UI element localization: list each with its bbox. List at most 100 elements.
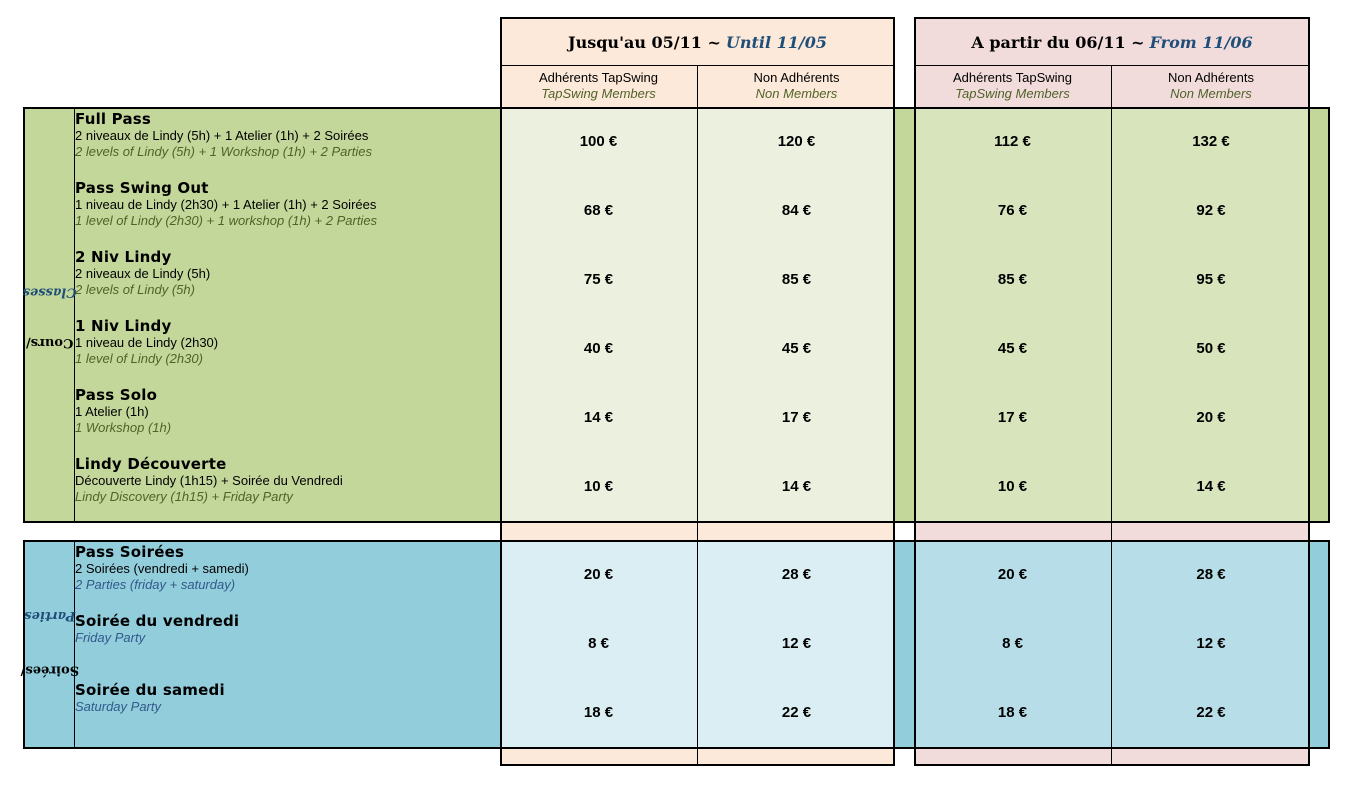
price-cell: 45 € [781,339,812,357]
price-cell: 95 € [1196,270,1226,288]
price-cell: 22 € [1196,703,1226,721]
period-1-frame [500,17,895,766]
price-cell: 28 € [1196,565,1226,583]
classes-frame [23,107,1330,523]
column-head-3-en: TapSwing Members [955,86,1070,101]
column-head-4-fr: Non Adhérents [1167,70,1254,85]
price-cell: 10 € [583,477,614,495]
column-head-2-fr: Non Adhérents [753,70,840,85]
column-divider-2 [1111,65,1112,765]
price-cell: 22 € [781,703,812,721]
list-item: Pass Soirées 2 Soirées (vendredi + samed… [75,544,495,593]
price-cell: 85 € [997,270,1028,288]
price-cell: 20 € [1196,408,1226,426]
item-desc-en: Lindy Discovery (1h15) + Friday Party [75,489,293,504]
price-cell: 10 € [997,477,1028,495]
price-cell: 12 € [1196,634,1226,652]
item-desc-fr: 1 Atelier (1h) [75,404,149,419]
item-name: Lindy Découverte [75,455,227,473]
price-cell: 112 € [994,132,1031,150]
section-label-classes-en: Classes [22,283,77,299]
section-label-classes: Cours/Classes [22,109,77,521]
list-item: 1 Niv Lindy 1 niveau de Lindy (2h30) 1 l… [75,318,495,367]
price-cell: 17 € [997,408,1028,426]
price-cell: 85 € [781,270,812,288]
section-label-classes-fr: Cours/ [25,334,74,350]
price-cell: 14 € [781,477,812,495]
column-head-1-fr: Adhérents TapSwing [538,70,658,85]
column-head-1: Adhérents TapSwing TapSwing Members [500,66,697,106]
item-desc-en: 1 level of Lindy (2h30) [75,351,203,366]
price-cell: 92 € [1196,201,1226,219]
parties-period-2-bg [914,540,1310,748]
item-desc-en: 2 Parties (friday + saturday) [75,577,236,592]
price-cell: 17 € [781,408,812,426]
column-head-1-en: TapSwing Members [541,86,656,101]
price-cell: 14 € [1196,477,1226,495]
price-cell: 75 € [583,270,614,288]
column-head-2-en: Non Members [755,86,838,101]
header-divider-2 [914,65,1310,66]
item-desc-en: 2 levels of Lindy (5h) [75,282,195,297]
item-desc-fr: 1 niveau de Lindy (2h30) [75,335,219,350]
section-label-parties-en: Parties [23,607,76,623]
item-desc-fr: Découverte Lindy (1h15) + Soirée du Vend… [75,473,343,488]
column-head-3: Adhérents TapSwing TapSwing Members [914,66,1111,106]
item-name: Soirée du samedi [75,681,225,699]
price-cell: 84 € [781,201,812,219]
item-name: Soirée du vendredi [75,612,240,630]
item-desc-en: Saturday Party [75,699,161,714]
item-desc-en: Friday Party [75,630,146,645]
period-2-title-fr: A partir du 06/11 ~ [971,32,1145,52]
period-2-frame [914,17,1310,766]
price-cell: 45 € [997,339,1028,357]
list-item: Soirée du vendredi Friday Party [75,613,495,646]
column-head-2: Non Adhérents Non Members [698,66,895,106]
price-cell: 18 € [583,703,614,721]
list-item: Lindy Découverte Découverte Lindy (1h15)… [75,456,495,505]
price-cell: 40 € [583,339,614,357]
price-cell: 120 € [777,132,816,150]
price-cell: 28 € [781,565,812,583]
column-head-4-en: Non Members [1170,86,1252,101]
period-2-title: A partir du 06/11 ~ From 11/06 [914,19,1310,65]
section-label-parties: Soirées/Parties [20,542,78,747]
price-cell: 18 € [997,703,1028,721]
item-name: 2 Niv Lindy [75,248,172,266]
price-cell: 8 € [1002,634,1023,652]
price-cell: 14 € [583,408,614,426]
period-1-title-fr: Jusqu'au 05/11 ~ [568,32,721,52]
parties-frame [23,540,1330,749]
price-cell: 76 € [997,201,1028,219]
price-cell: 50 € [1196,339,1226,357]
label-divider-parties [74,540,75,748]
item-desc-fr: 2 niveaux de Lindy (5h) + 1 Atelier (1h)… [75,128,369,143]
item-name: 1 Niv Lindy [75,317,172,335]
item-name: Pass Swing Out [75,179,209,197]
section-label-parties-fr: Soirées/ [20,662,79,678]
list-item: 2 Niv Lindy 2 niveaux de Lindy (5h) 2 le… [75,249,495,298]
price-cell: 12 € [781,634,812,652]
item-desc-en: 1 Workshop (1h) [75,420,172,435]
period-1-title: Jusqu'au 05/11 ~ Until 11/05 [500,19,895,65]
item-name: Pass Soirées [75,543,185,561]
item-desc-fr: 2 Soirées (vendredi + samedi) [75,561,249,576]
price-cell: 20 € [997,565,1028,583]
item-desc-fr: 2 niveaux de Lindy (5h) [75,266,211,281]
price-cell: 20 € [583,565,614,583]
list-item: Soirée du samedi Saturday Party [75,682,495,715]
price-cell: 100 € [579,132,618,150]
list-item: Pass Solo 1 Atelier (1h) 1 Workshop (1h) [75,387,495,436]
price-cell: 8 € [588,634,609,652]
label-divider-classes [74,107,75,522]
item-name: Full Pass [75,110,152,128]
column-divider-1 [697,65,698,765]
item-name: Pass Solo [75,386,158,404]
classes-period-2-bg [914,107,1310,522]
list-item: Pass Swing Out 1 niveau de Lindy (2h30) … [75,180,495,229]
period-1-title-en: Until 11/05 [725,32,827,52]
price-cell: 68 € [583,201,614,219]
item-desc-en: 2 levels of Lindy (5h) + 1 Workshop (1h)… [75,144,372,159]
period-2-title-en: From 11/06 [1149,32,1253,52]
price-cell: 132 € [1192,132,1230,150]
